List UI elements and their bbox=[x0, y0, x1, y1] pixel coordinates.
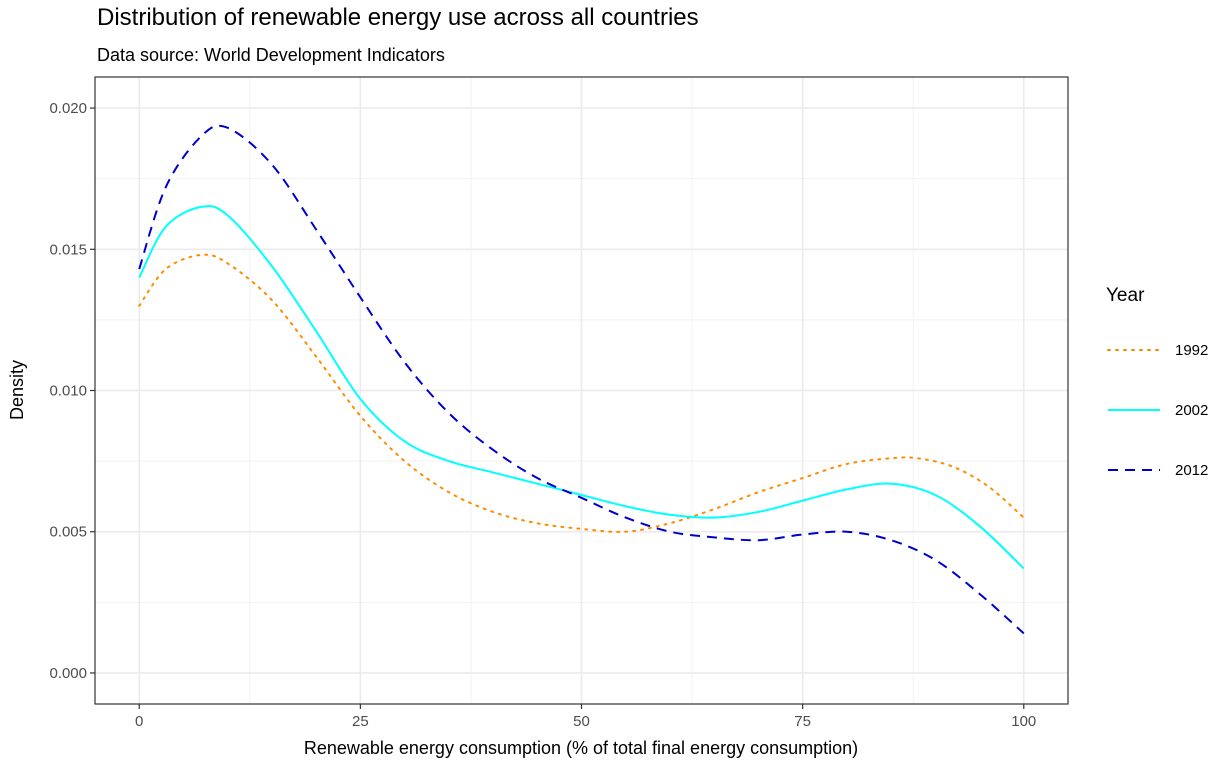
series-line-2002 bbox=[138, 205, 1025, 570]
legend-title: Year bbox=[1106, 285, 1145, 306]
y-tick-label: 0.000 bbox=[49, 665, 87, 682]
chart-title: Distribution of renewable energy use acr… bbox=[97, 4, 699, 31]
x-tick-label: 75 bbox=[794, 713, 811, 730]
legend: Year 1992 2002 2012 bbox=[1106, 285, 1208, 479]
x-tick-label: 0 bbox=[135, 713, 143, 730]
y-tick-label: 0.020 bbox=[49, 100, 87, 117]
x-axis-ticks: 0 25 50 75 100 bbox=[135, 704, 1036, 730]
x-axis-title: Renewable energy consumption (% of total… bbox=[304, 738, 858, 758]
major-gridlines bbox=[95, 77, 1068, 704]
y-tick-label: 0.005 bbox=[49, 524, 87, 541]
x-tick-label: 100 bbox=[1011, 713, 1036, 730]
legend-label-2012: 2012 bbox=[1175, 462, 1208, 479]
y-axis-ticks: 0.000 0.005 0.010 0.015 0.020 bbox=[49, 100, 95, 682]
y-tick-label: 0.010 bbox=[49, 383, 87, 400]
series-line-2012 bbox=[138, 124, 1025, 635]
legend-label-1992: 1992 bbox=[1175, 342, 1208, 359]
series-line-1992 bbox=[138, 253, 1025, 533]
y-axis-title: Density bbox=[7, 360, 27, 420]
legend-label-2002: 2002 bbox=[1175, 402, 1208, 419]
x-tick-label: 50 bbox=[573, 713, 590, 730]
chart-subtitle: Data source: World Development Indicator… bbox=[97, 45, 445, 65]
series-lines bbox=[138, 124, 1025, 635]
x-tick-label: 25 bbox=[352, 713, 369, 730]
legend-items: 1992 2002 2012 bbox=[1107, 342, 1208, 479]
y-tick-label: 0.015 bbox=[49, 241, 87, 258]
